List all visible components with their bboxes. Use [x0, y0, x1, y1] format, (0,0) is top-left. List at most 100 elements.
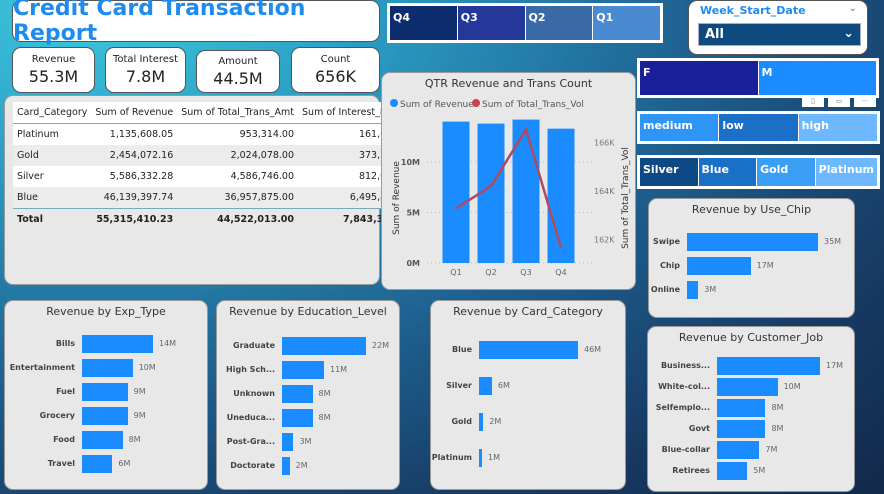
bar[interactable]: [687, 233, 818, 251]
bar[interactable]: [717, 357, 820, 375]
bar-row: Uneduca... 8M: [217, 409, 399, 427]
data-label: 8M: [128, 435, 141, 444]
bar[interactable]: [82, 383, 128, 401]
slicer-tile-q3[interactable]: Q3: [457, 6, 525, 40]
col-header[interactable]: Card_Category: [13, 102, 92, 124]
bar[interactable]: [282, 337, 366, 355]
bar[interactable]: [479, 377, 492, 395]
income-slicer: medium low high: [637, 111, 880, 144]
slicer-tile-f[interactable]: F: [640, 61, 758, 95]
slicer-tile-blue[interactable]: Blue: [698, 158, 757, 186]
kpi-count: Count 656K: [291, 47, 380, 93]
category-label: Platinum: [431, 453, 472, 462]
bar[interactable]: [82, 431, 123, 449]
category-label: Doctorate: [230, 461, 275, 470]
week-start-date-filter: Week_Start_Date ⌄ All ⌄: [688, 0, 868, 55]
category-label: Graduate: [233, 341, 275, 350]
y-tick-label: 0M: [406, 259, 420, 268]
data-label: 6M: [497, 381, 510, 390]
legend-label: Sum of Revenue: [400, 100, 474, 110]
category-label: Travel: [47, 459, 75, 468]
bar-q4: [547, 128, 575, 263]
slicer-tile-low[interactable]: low: [719, 114, 798, 141]
bar-row: Food 8M: [5, 431, 207, 449]
category-label: Gold: [451, 417, 472, 426]
kpi-value: 44.5M: [213, 68, 263, 88]
chart-title: Revenue by Use_Chip: [691, 203, 812, 216]
cell: Platinum: [13, 123, 92, 145]
bar[interactable]: [717, 462, 748, 480]
bar-row: Retirees 5M: [648, 462, 854, 480]
col-header[interactable]: Sum of Revenue: [91, 102, 178, 124]
focus-mode-icon[interactable]: ▭: [828, 97, 850, 107]
category-label: Grocery: [39, 411, 75, 420]
slicer-tile-q1[interactable]: Q1: [593, 6, 660, 40]
card-category-slicer: Silver Blue Gold Platinum: [637, 155, 880, 189]
y2-tick-label: 164K: [594, 187, 615, 196]
x-tick-label: Q4: [555, 268, 566, 277]
bar[interactable]: [717, 399, 766, 417]
slicer-tile-high[interactable]: high: [798, 114, 877, 141]
slicer-tile-gold[interactable]: Gold: [757, 158, 815, 186]
slicer-tile-q2[interactable]: Q2: [525, 6, 593, 40]
y2-tick-label: 162K: [594, 235, 615, 244]
slicer-tile-q4[interactable]: Q4: [390, 6, 457, 40]
kpi-value: 55.3M: [28, 67, 79, 86]
category-label: Retirees: [672, 466, 710, 475]
collapse-chevron-icon[interactable]: ⌄: [848, 3, 857, 14]
category-label: Unknown: [233, 389, 275, 398]
filter-icon[interactable]: ▯: [802, 97, 824, 107]
bar[interactable]: [717, 378, 778, 396]
bar[interactable]: [282, 409, 313, 427]
col-header[interactable]: Sum of Total_Trans_Amt: [177, 102, 299, 124]
data-label: 35M: [824, 237, 842, 246]
category-label: Online: [650, 285, 680, 294]
bar-row: Blue 46M: [431, 341, 625, 359]
bar[interactable]: [479, 413, 484, 431]
bar[interactable]: [479, 449, 482, 467]
cell: 5,586,332.28: [91, 166, 178, 187]
bar-row: Platinum 1M: [431, 449, 625, 467]
bar[interactable]: [687, 257, 751, 275]
bar[interactable]: [282, 385, 313, 403]
kpi-total-interest: Total Interest 7.8M: [105, 47, 186, 93]
data-label: 8M: [318, 389, 331, 398]
kpi-label: Count: [320, 54, 351, 65]
bar[interactable]: [82, 407, 128, 425]
bar-row: Blue-collar 7M: [648, 441, 854, 459]
bar[interactable]: [479, 341, 578, 359]
slicer-tile-medium[interactable]: medium: [640, 114, 719, 141]
bar[interactable]: [82, 335, 153, 353]
total-row: Total 55,315,410.23 44,522,013.00 7,843,382…: [13, 208, 418, 230]
slicer-tile-m[interactable]: M: [758, 61, 876, 95]
cell: 953,314.00: [177, 123, 299, 145]
x-tick-label: Q2: [485, 268, 496, 277]
slicer-tile-platinum[interactable]: Platinum: [815, 158, 878, 186]
category-label: Swipe: [652, 237, 680, 246]
more-options-icon[interactable]: ···: [854, 97, 876, 107]
data-label: 6M: [118, 459, 131, 468]
bar-q1: [442, 121, 470, 263]
bar[interactable]: [82, 455, 113, 473]
chart-exp-type: Revenue by Exp_Type Bills 14M Entertainment…: [4, 300, 208, 490]
slicer-tile-silver[interactable]: Silver: [640, 158, 698, 186]
bar-row: Swipe 35M: [649, 233, 854, 251]
bar[interactable]: [282, 457, 290, 475]
bar[interactable]: [282, 361, 324, 379]
cell: 2,024,078.00: [177, 145, 299, 166]
bar[interactable]: [717, 441, 760, 459]
bar[interactable]: [717, 420, 766, 438]
bar[interactable]: [687, 281, 699, 299]
data-label: 8M: [771, 424, 784, 433]
legend-label: Sum of Total_Trans_Vol: [482, 100, 584, 110]
category-label: Food: [53, 435, 75, 444]
week-dropdown[interactable]: All ⌄: [698, 23, 861, 46]
bar-q3: [512, 119, 540, 263]
category-label: White-col...: [658, 382, 710, 391]
bar[interactable]: [82, 359, 133, 377]
chart-customer-job: Revenue by Customer_Job Business... 17M Whi…: [647, 326, 855, 492]
data-label: 17M: [756, 261, 774, 270]
dropdown-value: All: [705, 27, 724, 42]
bar[interactable]: [282, 433, 294, 451]
